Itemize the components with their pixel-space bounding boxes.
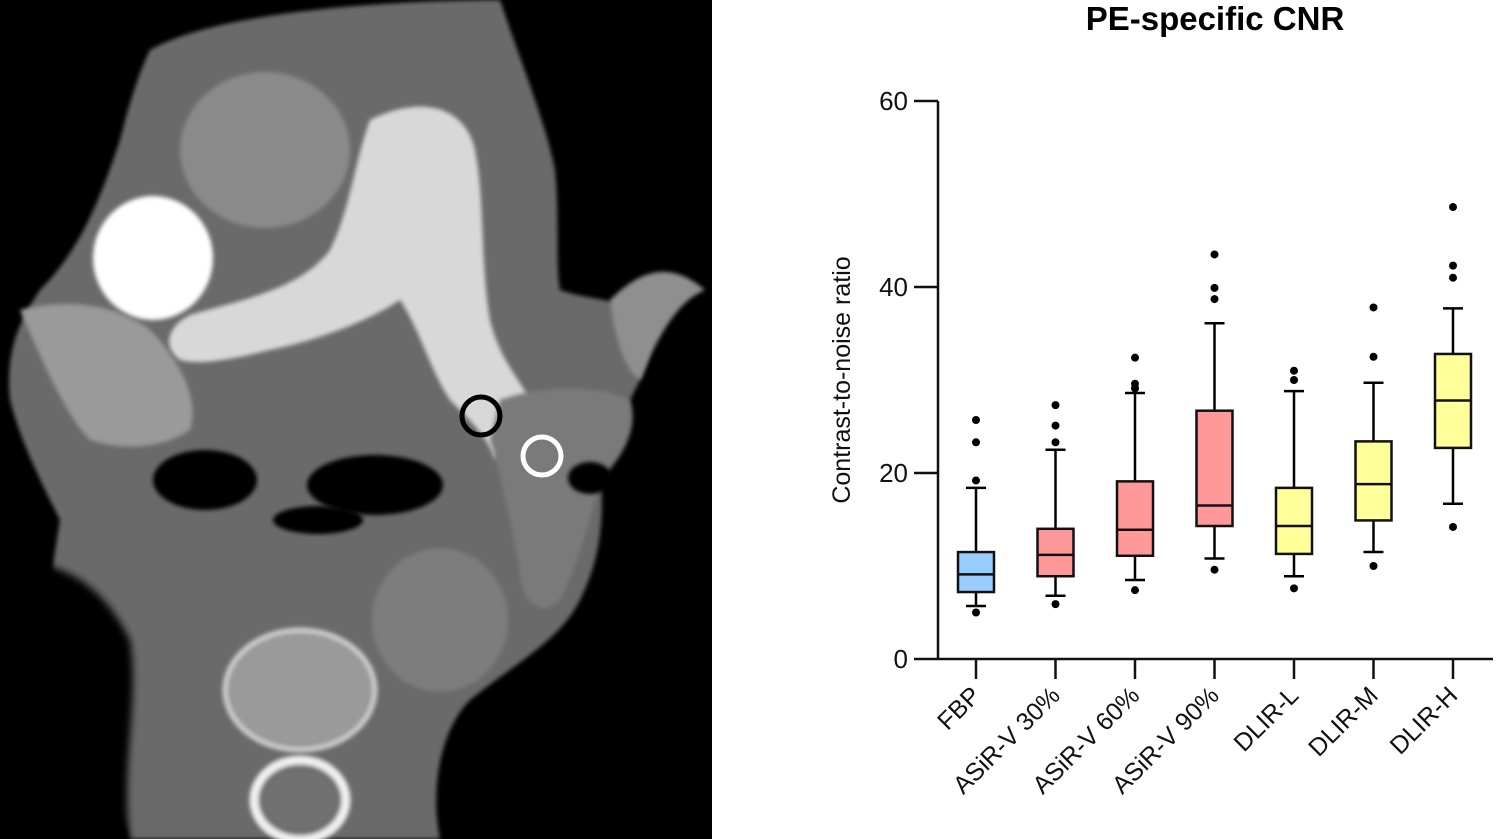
outlier-point bbox=[972, 438, 980, 447]
outlier-point bbox=[1369, 562, 1378, 570]
box-dlir-l bbox=[1274, 366, 1314, 593]
y-tick-label: 0 bbox=[894, 644, 908, 674]
outlier-point bbox=[1210, 250, 1219, 259]
small-airway bbox=[568, 462, 612, 494]
white-roi-circle bbox=[520, 434, 564, 478]
outlier-point bbox=[1210, 295, 1219, 304]
box-fbp bbox=[956, 415, 996, 617]
iqr-box bbox=[1036, 527, 1075, 578]
ct-image-panel bbox=[0, 0, 712, 839]
x-category-label: DLIR-L bbox=[1228, 681, 1304, 757]
right-lung bbox=[0, 560, 133, 839]
box-series bbox=[956, 203, 1473, 617]
x-category-label: FBP bbox=[932, 681, 986, 735]
left-lung bbox=[465, 520, 712, 839]
outlier-point bbox=[1290, 376, 1298, 384]
outlier-point bbox=[1131, 384, 1139, 393]
y-axis-title: Contrast-to-noise ratio bbox=[828, 256, 856, 503]
outlier-point bbox=[1131, 586, 1139, 595]
x-category-label: DLIR-M bbox=[1303, 681, 1384, 762]
box-plot-chart: PE-specific CNR 0 20 40 60 Contrast-to-nois… bbox=[828, 0, 1493, 799]
x-category-label: DLIR-H bbox=[1385, 681, 1464, 760]
outlier-point bbox=[1449, 203, 1457, 212]
y-axis: 0 20 40 60 bbox=[879, 86, 940, 674]
black-roi-circle bbox=[459, 394, 503, 438]
outlier-point bbox=[1051, 401, 1060, 410]
carina-airway bbox=[273, 506, 363, 534]
descending-aorta bbox=[372, 548, 508, 692]
outlier-point bbox=[972, 415, 980, 424]
iqr-box bbox=[1115, 480, 1155, 558]
y-tick-label: 40 bbox=[879, 272, 908, 302]
aorta bbox=[180, 72, 350, 228]
chart-panel: PE-specific CNR 0 20 40 60 Contrast-to-nois… bbox=[712, 0, 1499, 839]
iqr-box bbox=[1354, 440, 1393, 522]
iqr-box bbox=[1274, 486, 1314, 556]
box-asir-v-60- bbox=[1115, 353, 1155, 595]
outlier-point bbox=[972, 608, 980, 617]
y-tick-label: 60 bbox=[879, 86, 908, 116]
spinal-canal bbox=[249, 755, 351, 839]
outlier-point bbox=[1449, 273, 1457, 282]
box-asir-v-30- bbox=[1036, 401, 1075, 609]
pulmonary-artery bbox=[169, 106, 530, 460]
right-hilum bbox=[20, 304, 193, 447]
outlier-point bbox=[1449, 522, 1457, 531]
right-bronchus bbox=[153, 450, 257, 510]
outlier-point bbox=[1449, 261, 1457, 270]
outlier-point bbox=[1290, 584, 1298, 593]
outlier-point bbox=[1210, 283, 1219, 292]
outlier-point bbox=[1051, 438, 1060, 447]
vertebral-body bbox=[222, 627, 378, 753]
hilar-vessel bbox=[610, 271, 705, 380]
chart-title: PE-specific CNR bbox=[1086, 0, 1345, 37]
iqr-box bbox=[1195, 409, 1234, 528]
outlier-point bbox=[1131, 353, 1139, 362]
iqr-box bbox=[956, 550, 996, 594]
outlier-point bbox=[1369, 303, 1378, 312]
outlier-point bbox=[972, 476, 980, 485]
y-tick-label: 20 bbox=[879, 458, 908, 488]
box-asir-v-90- bbox=[1195, 250, 1234, 574]
box-dlir-m bbox=[1354, 303, 1393, 570]
outlier-point bbox=[1210, 565, 1219, 574]
outlier-point bbox=[1369, 352, 1378, 361]
left-bronchus bbox=[307, 455, 443, 515]
outlier-point bbox=[1290, 366, 1298, 375]
outlier-point bbox=[1051, 600, 1060, 609]
outlier-point bbox=[1051, 421, 1060, 430]
ct-scan-image bbox=[0, 0, 712, 839]
box-dlir-h bbox=[1433, 203, 1473, 531]
svc-contrast bbox=[93, 196, 213, 320]
